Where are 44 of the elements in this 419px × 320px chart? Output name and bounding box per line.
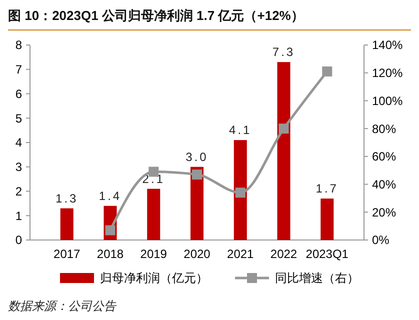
bar: [60, 208, 74, 240]
x-tick-label: 2018: [96, 247, 124, 261]
x-tick-label: 2021: [227, 247, 254, 261]
y-tick-label: 6: [15, 86, 22, 101]
data-label: 4.1: [229, 123, 252, 138]
y-tick-label: 3: [15, 160, 22, 174]
data-label: 3.0: [186, 150, 208, 164]
bar: [277, 62, 290, 240]
y2-tick-label: 20%: [372, 205, 396, 220]
legend-label: 同比增速（右）: [275, 271, 359, 286]
y2-tick-label: 80%: [372, 122, 396, 136]
y2-tick-label: 120%: [372, 66, 404, 80]
point: [322, 66, 332, 76]
source-note: 数据来源：公司公告: [8, 299, 117, 313]
y-tick-label: 7: [15, 62, 22, 77]
point: [278, 124, 289, 134]
x-tick-label: 2017: [54, 247, 81, 261]
y-tick-label: 0: [15, 233, 22, 248]
chart-title: 图 10：2023Q1 公司归母净利润 1.7 亿元（+12%）: [8, 8, 304, 23]
data-label: 7.3: [272, 45, 296, 60]
legend-label: 归母净利润（亿元）: [100, 271, 208, 286]
y-tick-label: 2: [15, 184, 22, 198]
bar: [234, 140, 247, 240]
x-tick-label: 2023Q1: [306, 247, 349, 261]
x-tick-label: 2022: [270, 247, 298, 261]
bar: [147, 188, 160, 240]
data-label: 1.3: [56, 191, 78, 206]
x-tick-label: 2020: [184, 247, 211, 261]
data-label: 1.4: [98, 188, 122, 203]
y2-tick-label: 0%: [372, 233, 390, 248]
point: [105, 225, 116, 236]
y-tick-label: 1: [15, 208, 22, 223]
data-label: 1.7: [316, 182, 338, 196]
y2-tick-label: 60%: [372, 150, 396, 164]
y-tick-label: 8: [15, 38, 22, 52]
y2-tick-label: 40%: [372, 177, 396, 192]
y2-tick-label: 100%: [372, 94, 404, 108]
y-tick-label: 4: [15, 136, 22, 150]
bar: [320, 198, 334, 240]
x-tick-label: 2019: [140, 247, 168, 261]
y2-tick-label: 140%: [372, 38, 404, 52]
point: [235, 188, 246, 198]
y-tick-label: 5: [15, 111, 22, 126]
point: [192, 170, 202, 180]
